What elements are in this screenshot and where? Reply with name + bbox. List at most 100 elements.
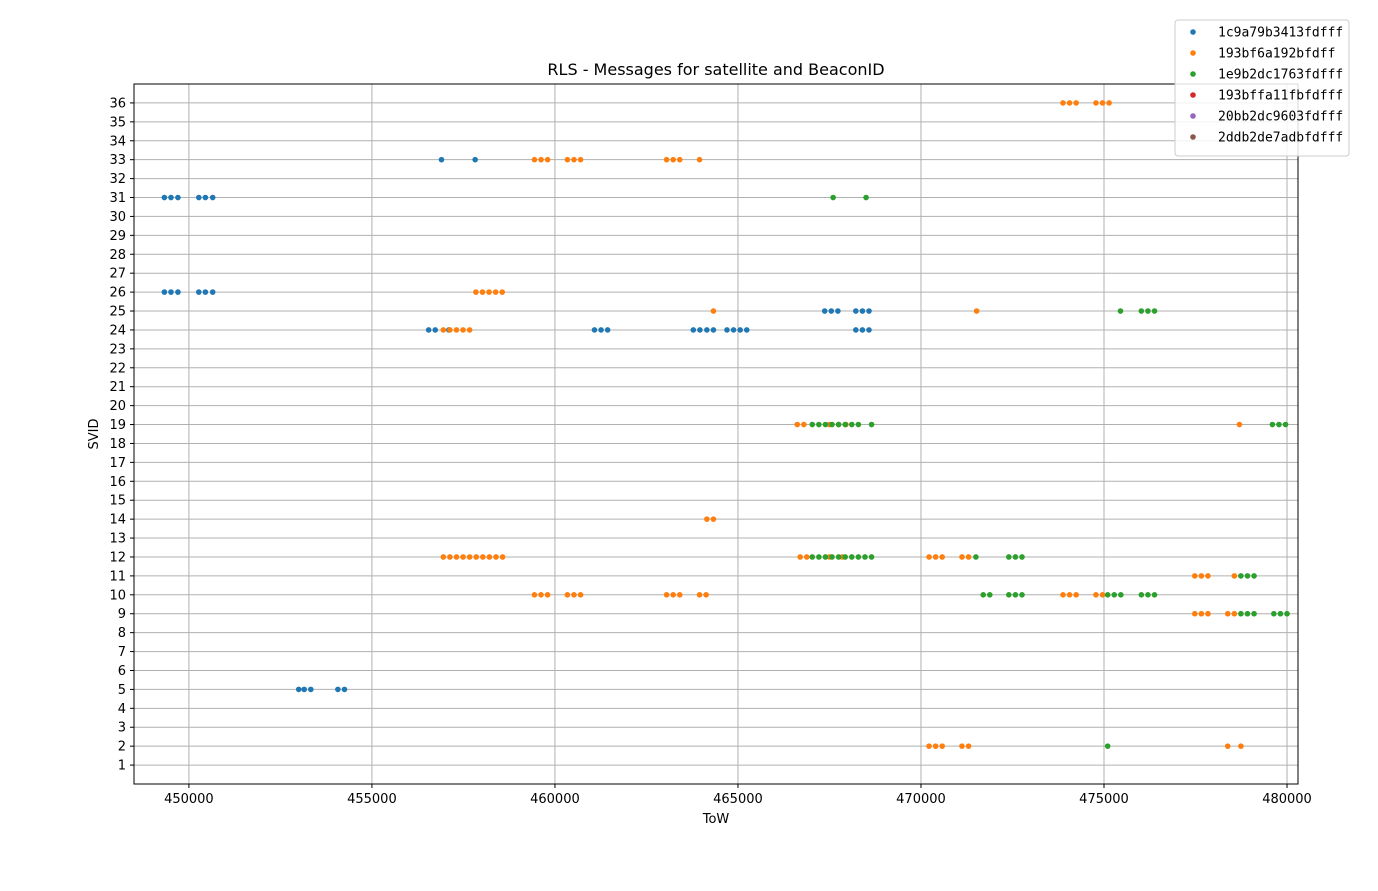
data-point: [195, 194, 202, 201]
data-point: [939, 743, 946, 749]
y-tick-label: 19: [109, 418, 126, 433]
legend-marker: [1190, 134, 1196, 140]
data-point: [932, 743, 939, 749]
data-point: [453, 554, 460, 560]
data-point: [1244, 573, 1251, 579]
data-point: [696, 592, 703, 598]
data-point: [816, 421, 822, 428]
data-point: [1093, 592, 1099, 598]
data-point: [499, 289, 506, 295]
data-point: [1191, 610, 1198, 617]
legend-label: 2ddb2de7adbfdfff: [1218, 131, 1343, 146]
data-point: [676, 592, 683, 598]
data-point: [460, 554, 466, 560]
data-point: [1138, 592, 1145, 598]
data-point: [965, 554, 972, 560]
data-point: [1066, 100, 1073, 106]
y-tick-label: 5: [118, 683, 126, 698]
data-point: [1006, 592, 1012, 598]
plot-frame: [133, 83, 1299, 785]
data-point: [809, 554, 816, 560]
data-point: [926, 554, 932, 560]
x-axis-ticks: 450000 455000 460000 465000 470000 475000 4800…: [164, 784, 1312, 807]
legend-box: [1174, 19, 1350, 157]
data-point: [202, 194, 209, 201]
data-point: [703, 592, 709, 598]
data-point: [1117, 308, 1124, 314]
legend-marker: [1190, 71, 1196, 77]
data-point: [710, 516, 717, 522]
y-tick-label: 29: [109, 229, 126, 244]
data-point: [1099, 592, 1106, 598]
data-point: [859, 308, 866, 314]
data-point: [161, 194, 168, 201]
data-point: [1111, 592, 1118, 598]
data-point: [973, 308, 980, 314]
data-point: [803, 554, 810, 560]
data-point: [492, 289, 499, 295]
data-point: [466, 327, 473, 333]
data-point: [821, 308, 828, 314]
y-axis-ticks: 1234567891011121314151617181920212223242…: [109, 96, 134, 774]
data-point: [1012, 554, 1019, 560]
y-tick-label: 27: [109, 267, 126, 282]
data-point: [1138, 308, 1145, 314]
data-point: [1251, 610, 1257, 617]
y-tick-label: 12: [109, 550, 126, 565]
x-tick-label: 475000: [1079, 792, 1129, 807]
y-tick-label: 24: [109, 323, 126, 338]
data-point: [335, 686, 341, 693]
data-point: [1231, 573, 1238, 579]
data-point: [168, 194, 174, 201]
data-point: [1073, 100, 1079, 106]
y-tick-label: 16: [109, 475, 126, 490]
data-point: [564, 156, 571, 163]
data-point: [1238, 610, 1244, 617]
data-point: [794, 421, 801, 428]
data-point: [571, 592, 577, 598]
data-point: [591, 327, 598, 333]
legend-marker: [1190, 92, 1196, 98]
data-point: [980, 592, 987, 598]
data-point: [866, 327, 872, 333]
data-point: [544, 592, 551, 598]
grid-lines: [134, 84, 1298, 784]
data-point: [1073, 592, 1079, 598]
data-point: [1231, 610, 1238, 617]
data-point: [829, 554, 835, 560]
data-point: [1276, 421, 1282, 428]
y-tick-label: 26: [109, 286, 126, 301]
x-tick-label: 480000: [1262, 792, 1312, 807]
data-point: [696, 156, 703, 163]
data-point: [853, 327, 859, 333]
data-point: [486, 289, 492, 295]
data-point: [301, 686, 308, 693]
data-point: [480, 554, 486, 560]
data-point: [425, 327, 432, 333]
y-tick-label: 22: [109, 361, 126, 376]
y-tick-label: 11: [109, 569, 126, 584]
data-point: [809, 421, 816, 428]
data-point: [868, 554, 875, 560]
data-point: [1151, 308, 1158, 314]
x-tick-label: 455000: [347, 792, 397, 807]
legend-marker: [1190, 29, 1196, 35]
data-point: [447, 327, 453, 333]
y-tick-label: 32: [109, 172, 126, 187]
data-point: [440, 327, 447, 333]
data-point: [959, 743, 965, 749]
data-point: [577, 156, 584, 163]
data-point: [466, 554, 473, 560]
y-tick-label: 7: [118, 645, 126, 660]
data-point: [973, 554, 979, 560]
data-point: [577, 592, 584, 598]
data-point: [1236, 421, 1243, 428]
data-point: [564, 592, 571, 598]
data-point: [855, 421, 862, 428]
data-point: [866, 308, 872, 314]
data-point: [486, 554, 493, 560]
data-point: [1238, 743, 1244, 749]
x-tick-label: 450000: [164, 792, 214, 807]
